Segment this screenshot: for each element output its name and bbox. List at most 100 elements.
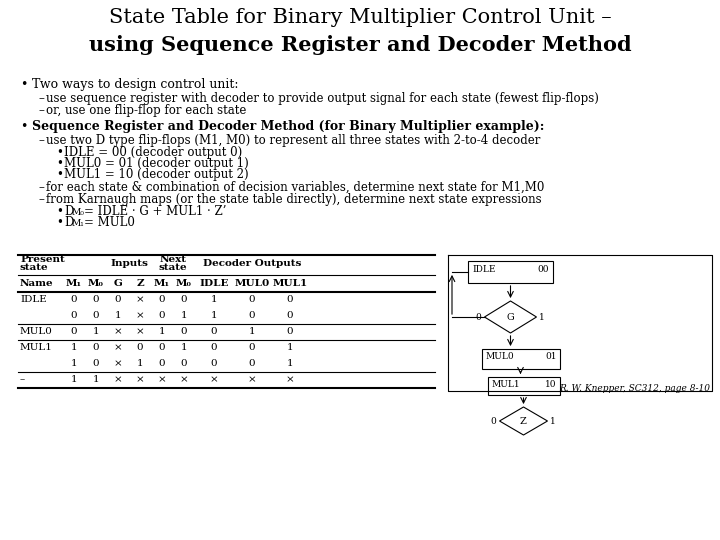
Text: use two D type flip-flops (M1, M0) to represent all three states with 2-to-4 dec: use two D type flip-flops (M1, M0) to re…	[46, 134, 541, 147]
Text: –: –	[20, 375, 25, 384]
Text: MUL1: MUL1	[20, 343, 53, 353]
Text: Decoder Outputs: Decoder Outputs	[203, 260, 301, 268]
Text: 0: 0	[158, 312, 166, 321]
Text: 0: 0	[287, 295, 293, 305]
Text: •: •	[20, 78, 27, 91]
Text: 0: 0	[71, 295, 77, 305]
Polygon shape	[500, 407, 547, 435]
Text: D: D	[64, 205, 73, 218]
Text: MUL0: MUL0	[20, 327, 53, 336]
Text: MUL1: MUL1	[272, 279, 307, 287]
Text: 0: 0	[93, 312, 99, 321]
Text: Z: Z	[520, 416, 527, 426]
Text: IDLE = 00 (decoder output 0): IDLE = 00 (decoder output 0)	[64, 146, 242, 159]
Text: 1: 1	[287, 343, 293, 353]
Text: 0: 0	[181, 327, 187, 336]
Text: 0: 0	[287, 312, 293, 321]
Text: 1: 1	[211, 295, 217, 305]
Text: M₁: M₁	[154, 279, 170, 287]
Text: 1: 1	[71, 375, 77, 384]
Text: 0: 0	[158, 295, 166, 305]
Text: 0: 0	[211, 343, 217, 353]
Text: state: state	[20, 264, 49, 273]
Text: use sequence register with decoder to provide output signal for each state (fewe: use sequence register with decoder to pr…	[46, 92, 599, 105]
Text: 1: 1	[549, 416, 555, 426]
Text: ×: ×	[248, 375, 256, 384]
Text: 1: 1	[539, 313, 544, 321]
Text: M₁: M₁	[72, 219, 85, 228]
Text: = IDLE · G + MUL1 · Z’: = IDLE · G + MUL1 · Z’	[84, 205, 227, 218]
Text: 0: 0	[71, 327, 77, 336]
Text: MUL0: MUL0	[235, 279, 269, 287]
Text: 1: 1	[181, 343, 187, 353]
Text: M₀: M₀	[176, 279, 192, 287]
Text: ×: ×	[114, 343, 122, 353]
Text: 0: 0	[158, 343, 166, 353]
Text: Sequence Register and Decoder Method (for Binary Multiplier example):: Sequence Register and Decoder Method (fo…	[32, 120, 544, 133]
Text: ×: ×	[135, 375, 145, 384]
Text: = MUL0: = MUL0	[84, 216, 135, 229]
Text: ×: ×	[135, 295, 145, 305]
Text: using Sequence Register and Decoder Method: using Sequence Register and Decoder Meth…	[89, 35, 631, 55]
Text: D: D	[64, 216, 73, 229]
Text: 0: 0	[181, 295, 187, 305]
Text: MUL0 = 01 (decoder output 1): MUL0 = 01 (decoder output 1)	[64, 157, 248, 170]
Text: Name: Name	[20, 279, 53, 287]
Text: 0: 0	[93, 343, 99, 353]
Bar	[482, 349, 559, 369]
Text: 0: 0	[93, 360, 99, 368]
Text: 1: 1	[71, 343, 77, 353]
Text: –: –	[38, 181, 44, 194]
Text: 1: 1	[93, 375, 99, 384]
Text: G: G	[114, 279, 122, 287]
Text: 1: 1	[248, 327, 256, 336]
Text: G: G	[507, 313, 514, 321]
Text: Two ways to design control unit:: Two ways to design control unit:	[32, 78, 238, 91]
Text: M₀: M₀	[72, 208, 85, 217]
Text: 1: 1	[181, 312, 187, 321]
Text: ×: ×	[286, 375, 294, 384]
Bar	[487, 377, 559, 395]
Text: 0: 0	[71, 312, 77, 321]
Text: state: state	[158, 264, 187, 273]
Text: MUL1: MUL1	[492, 380, 520, 389]
Text: from Karnaugh maps (or the state table directly), determine next state expressio: from Karnaugh maps (or the state table d…	[46, 193, 541, 206]
Text: MUL1 = 10 (decoder output 2): MUL1 = 10 (decoder output 2)	[64, 168, 248, 181]
Text: 01: 01	[545, 352, 557, 361]
Text: 0: 0	[114, 295, 121, 305]
Text: –: –	[38, 193, 44, 206]
Text: ×: ×	[135, 312, 145, 321]
Text: M₀: M₀	[88, 279, 104, 287]
Text: 0: 0	[248, 312, 256, 321]
Text: Inputs: Inputs	[110, 260, 148, 268]
Text: •: •	[56, 216, 63, 229]
Text: ×: ×	[210, 375, 218, 384]
Text: Z: Z	[136, 279, 144, 287]
Text: –: –	[38, 104, 44, 117]
Text: 1: 1	[114, 312, 121, 321]
Text: State Table for Binary Multiplier Control Unit –: State Table for Binary Multiplier Contro…	[109, 8, 611, 27]
Text: MUL0: MUL0	[485, 352, 514, 361]
Text: 1: 1	[158, 327, 166, 336]
Text: ×: ×	[114, 360, 122, 368]
Text: ×: ×	[158, 375, 166, 384]
Text: 0: 0	[181, 360, 187, 368]
Text: 10: 10	[545, 380, 557, 389]
Text: or, use one flip-flop for each state: or, use one flip-flop for each state	[46, 104, 246, 117]
Text: 0: 0	[158, 360, 166, 368]
Text: IDLE: IDLE	[199, 279, 229, 287]
Text: •: •	[56, 157, 63, 170]
Text: 0: 0	[491, 416, 497, 426]
Text: ×: ×	[179, 375, 189, 384]
Text: •: •	[56, 205, 63, 218]
Text: –: –	[38, 92, 44, 105]
Text: 0: 0	[248, 360, 256, 368]
Text: R. W. Knepper, SC312, page 8-10: R. W. Knepper, SC312, page 8-10	[559, 384, 710, 393]
Text: 0: 0	[287, 327, 293, 336]
Text: •: •	[56, 146, 63, 159]
Text: 0: 0	[248, 295, 256, 305]
Text: Present: Present	[20, 255, 65, 265]
Text: 1: 1	[71, 360, 77, 368]
Text: 0: 0	[476, 313, 482, 321]
Text: Next: Next	[160, 255, 186, 265]
